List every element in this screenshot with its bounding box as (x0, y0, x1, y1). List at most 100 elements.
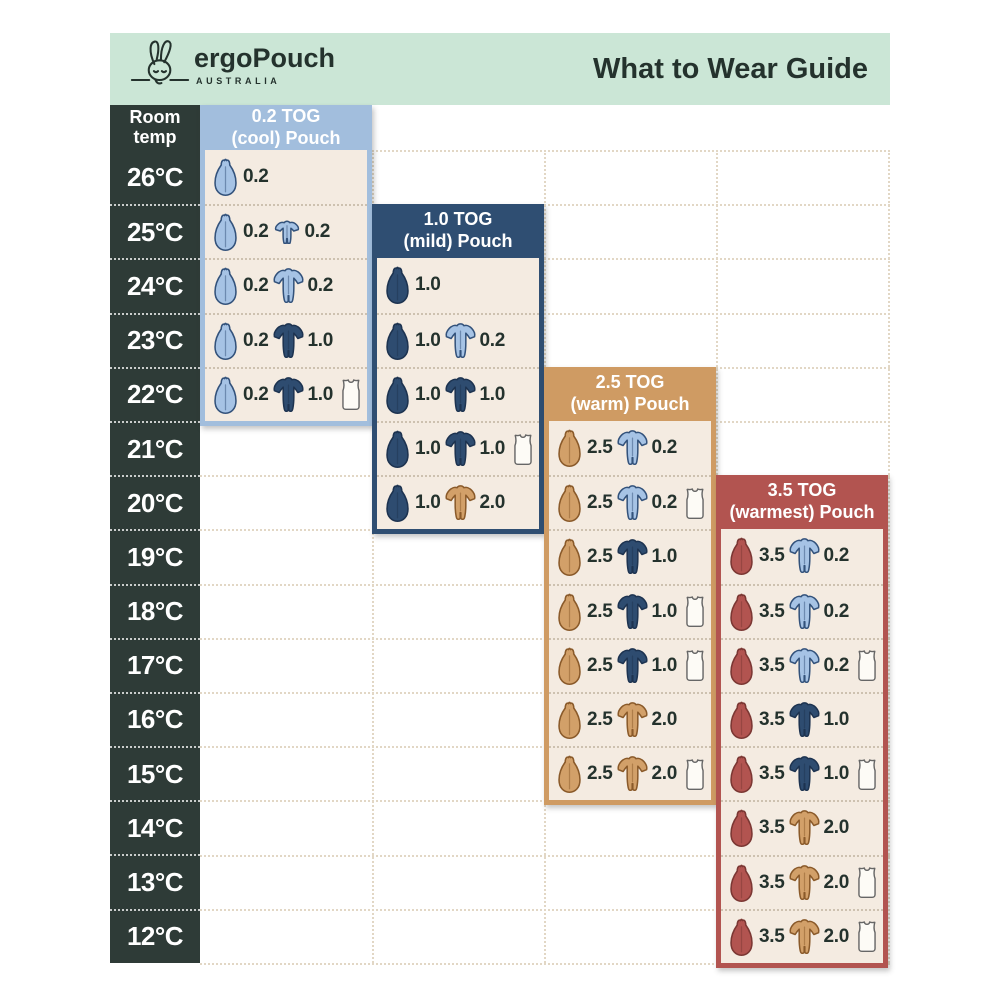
sleepsuit-icon (789, 538, 820, 574)
sleeping-bag-icon (730, 864, 753, 902)
temp-row: 20°C (110, 475, 200, 529)
singlet-icon (686, 758, 704, 790)
bunny-logo-icon (130, 40, 190, 85)
tog-value: 3.5 (759, 545, 785, 567)
sleeping-bag-icon (214, 376, 237, 414)
singlet-icon (686, 596, 704, 628)
temp-row: 13°C (110, 854, 200, 908)
panel-title-3.5-tog: 3.5 TOG (warmest) Pouch (716, 475, 888, 530)
temp-row: 26°C (126, 161, 184, 192)
guide-row-16c: 2.5 2.0 (549, 691, 711, 746)
tog-value: 1.0 (651, 654, 678, 676)
brand-name: ergoPouch (194, 42, 336, 73)
sleeping-bag-icon (558, 593, 581, 631)
sleepsuit-icon (617, 539, 648, 575)
panel-3.5-tog: 3.5 TOG (warmest) Pouch 3.5 0.2 3.5 0.2 3.5 0.2… (716, 475, 888, 968)
sleepsuit-icon (617, 485, 648, 521)
sleeping-bag-icon (386, 322, 409, 360)
temp-row: 14°C (110, 800, 200, 854)
guide-row-19c: 2.5 1.0 (549, 529, 711, 583)
tog-value: 1.0 (479, 383, 506, 405)
tog-value: 2.0 (823, 925, 850, 947)
guide-row-20c: 2.5 0.2 (549, 475, 711, 529)
temp-row: 15°C (110, 746, 200, 800)
panel-body-0.2-tog: 0.2 0.2 0.2 0.2 0.2 0.2 1.0 0.2 1.0 (200, 150, 372, 426)
sleeping-bag-icon (386, 484, 409, 523)
temp-row: 21°C (110, 420, 200, 475)
sleepsuit-icon (789, 702, 820, 737)
panel-title-1.0-tog: 1.0 TOG (mild) Pouch (372, 204, 544, 259)
panel-0.2-tog: 0.2 TOG (cool) Pouch 0.2 0.2 0.2 0.2 0.2 0.2 1.0… (200, 105, 372, 426)
panel-body-1.0-tog: 1.0 1.0 0.2 1.0 1.0 1.0 1.0 1.0 2.0 (372, 258, 544, 535)
tog-value: 2.5 (587, 492, 613, 514)
singlet-icon (858, 650, 876, 682)
panel-title-2.5-tog: 2.5 TOG (warm) Pouch (544, 366, 716, 421)
tog-value: 3.5 (759, 600, 785, 622)
guide-row-24c: 0.2 0.2 (205, 258, 367, 312)
tog-value: 3.5 (759, 817, 785, 839)
tog-value: 1.0 (415, 438, 441, 460)
tog-value: 2.5 (587, 437, 613, 459)
tog-value: 0.2 (479, 329, 506, 351)
sleeping-bag-icon (730, 755, 753, 794)
temp-row: 12°C (110, 908, 200, 963)
guide-row-18c: 2.5 1.0 (549, 583, 711, 638)
guide-row-23c: 1.0 0.2 (377, 312, 539, 367)
sleepsuit-icon (789, 864, 820, 900)
sleeping-bag-icon (730, 647, 753, 685)
panel-title-line2: (warm) Pouch (570, 393, 690, 414)
tog-value: 0.2 (243, 221, 269, 243)
grid-line-vertical (888, 150, 890, 963)
panel-title-line2: (cool) Pouch (231, 127, 341, 148)
sleeping-bag-icon (730, 810, 753, 848)
singlet-icon (686, 488, 704, 519)
sleeping-bag-icon (558, 539, 581, 577)
sleepsuit-icon (789, 756, 820, 792)
tog-value: 1.0 (823, 763, 850, 785)
header-bar: ergoPouch AUSTRALIA What to Wear Guide (110, 33, 890, 105)
tog-value: 1.0 (307, 329, 334, 351)
sleepsuit-icon (273, 376, 304, 412)
sleeping-bag-icon (558, 484, 581, 523)
sleeping-bag-icon (558, 429, 581, 468)
tog-value: 1.0 (415, 383, 441, 405)
sleepsuit-icon (617, 430, 648, 466)
panel-body-2.5-tog: 2.5 0.2 2.5 0.2 2.5 1.0 2.5 1.0 2.5 1.0 2.5 2.0 2.5 2… (544, 420, 716, 806)
sleeping-bag-icon (386, 267, 409, 305)
guide-row-24c: 1.0 (377, 258, 539, 312)
tog-value: 1.0 (415, 492, 441, 514)
tog-value: 1.0 (651, 600, 678, 622)
tog-value: 2.0 (823, 817, 850, 839)
sleeping-bag-icon (730, 918, 753, 956)
tog-value: 0.2 (651, 437, 678, 459)
sleeping-bag-icon (558, 647, 581, 685)
guide-row-15c: 2.5 2.0 (549, 746, 711, 800)
tog-value: 2.5 (587, 763, 613, 785)
sleeping-bag-icon (214, 158, 237, 197)
grid-line-horizontal (200, 963, 890, 965)
sleepsuit-icon (445, 485, 476, 521)
tog-value: 0.2 (823, 600, 850, 622)
panel-title-line1: 1.0 TOG (423, 209, 493, 230)
tog-value: 3.5 (759, 709, 785, 731)
temp-row: 23°C (110, 312, 200, 367)
tog-value: 0.2 (243, 166, 269, 188)
panel-title-0.2-tog: 0.2 TOG (cool) Pouch (200, 105, 372, 150)
tog-value: 3.5 (759, 925, 785, 947)
tog-value: 2.0 (479, 492, 506, 514)
guide-row-15c: 3.5 1.0 (721, 746, 883, 800)
sleepsuit-icon (445, 431, 476, 466)
ergopouch-logo: ergoPouch AUSTRALIA (130, 37, 335, 93)
room-temp-column: Room temp 26°C 25°C 24°C 23°C 22°C 21°C 20°C 19… (110, 105, 200, 963)
tog-value: 1.0 (415, 274, 441, 296)
sleepsuit-icon (617, 593, 648, 629)
sleepsuit-icon (445, 322, 476, 358)
sleeping-bag-icon (386, 430, 409, 469)
tog-value: 0.2 (243, 383, 269, 405)
room-temp-header: Room temp (110, 105, 200, 150)
sleepsuit-icon (273, 322, 304, 358)
sleeping-bag-icon (730, 538, 753, 576)
logo-text: ergoPouch AUSTRALIA (194, 42, 336, 86)
sleepsuit-icon (789, 647, 820, 683)
sleepsuit-icon (617, 702, 648, 737)
